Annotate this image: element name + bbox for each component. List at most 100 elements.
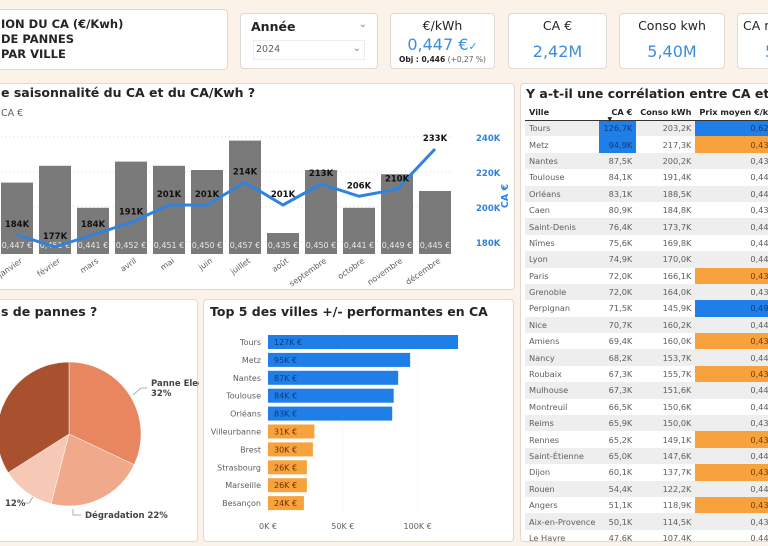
cell-ca: 74,9K <box>599 251 637 268</box>
bar-data-label: 0,445 € <box>420 241 451 250</box>
right-axis-tick: 240K <box>476 134 501 144</box>
x-axis-tick: 50K € <box>331 522 354 531</box>
cell-ville: Le Havre <box>529 532 566 542</box>
chevron-down-icon[interactable]: ⌄ <box>358 19 367 30</box>
cell-prix: 0,441 € <box>695 185 768 202</box>
cell-ville: Saint-Denis <box>525 218 600 235</box>
bar-data-label: 26K € <box>274 481 297 490</box>
y-axis-tick: Strasbourg <box>217 463 261 472</box>
cell-conso: 173,7K <box>636 218 696 235</box>
y-axis-tick: Orléans <box>230 409 261 419</box>
table-row[interactable]: Nîmes 75,6K 169,8K 0,445 € <box>525 235 768 251</box>
table-row[interactable]: Dijon 60,1K 137,7K0,436 € <box>525 464 768 481</box>
bar <box>343 207 375 254</box>
cell-ville: Nîmes <box>529 237 555 248</box>
cell-conso: 147,6K <box>636 447 696 465</box>
table-row[interactable]: Metz 94,9K 217,3K0,437 € <box>525 136 768 153</box>
bar-data-label: 0,450 € <box>306 241 337 250</box>
cell-prix: 0,490 € <box>695 300 768 317</box>
bar <box>268 442 313 457</box>
table-row[interactable]: Roubaix 67,3K 155,7K0,432 € <box>525 365 768 383</box>
kpi-card-ca-m: CA m 5 <box>737 13 768 69</box>
cell-ca: 66,5K <box>608 401 633 412</box>
bar-data-label: 0,441 € <box>78 241 109 250</box>
cell-ca: 67,3K <box>608 369 633 380</box>
cell-ca: 65,9K <box>599 415 637 432</box>
table-row[interactable]: Le Havre 47,6K 107,4K 0,443 € <box>525 530 768 542</box>
table-row[interactable]: Amiens 69,4K 160,0K0,434 € <box>525 333 768 350</box>
column-header-ca[interactable]: CA € ▼ <box>607 106 633 123</box>
cell-ville: Toulouse <box>529 172 565 183</box>
seasonality-chart: 240K 220K 200K 180K CA € 0,447 € janvier 0,451 … <box>0 134 511 289</box>
cell-prix: 0,442 € <box>750 401 768 412</box>
bar <box>268 352 411 367</box>
x-axis-tick: juillet <box>228 256 252 277</box>
cell-conso: 114,5K <box>636 513 696 530</box>
table-row[interactable]: Rennes 65,2K 149,1K0,437 € <box>525 431 768 448</box>
table-row[interactable]: Caen 80,9K 184,8K 0,438 € <box>525 202 768 218</box>
bar <box>268 388 394 403</box>
bar-data-label: 0,441 € <box>344 241 375 250</box>
cell-prix: 0,434 € <box>695 267 768 284</box>
kpi-value: 0,447 €✓ <box>407 35 478 54</box>
kpi-card-ca: CA € 2,42M <box>508 13 607 69</box>
table-row[interactable]: Montreuil 66,5K 150,6K 0,442 € <box>525 399 768 415</box>
cell-ville: Amiens <box>529 336 560 347</box>
cell-ca: 75,6K <box>608 237 633 248</box>
cell-ca: 84,1K <box>608 172 633 183</box>
y-axis-tick: Marseille <box>225 481 261 490</box>
cell-ca: 72,0K <box>599 283 637 301</box>
right-axis-tick: 180K <box>476 239 501 249</box>
cell-ville: Dijon <box>529 467 551 478</box>
line-data-label: 201K <box>195 190 220 200</box>
cell-prix: 0,438 € <box>695 513 768 530</box>
table-row[interactable]: Angers 51,1K 118,9K0,430 € <box>525 496 768 514</box>
sort-desc-icon: ▼ <box>607 116 613 123</box>
pie-slice <box>0 361 70 473</box>
cell-conso: 170,0K <box>636 251 696 268</box>
cell-conso: 150,0K <box>636 415 696 432</box>
year-slicer: Année ⌄ 2024 ⌄ <box>240 13 378 69</box>
line-data-label: 201K <box>271 190 296 200</box>
cell-prix: 0,445 € <box>750 237 768 248</box>
column-header-prix[interactable]: Prix moyen €/kwh <box>699 106 768 117</box>
pie-label: Dégradation 22% <box>85 510 168 521</box>
right-axis-tick: 200K <box>476 204 501 214</box>
table-row[interactable]: Toulouse 84,1K 191,4K 0,440 € <box>525 169 768 185</box>
cell-prix: 0,440 € <box>695 447 768 465</box>
cell-conso: 217,3K <box>662 139 692 150</box>
seasonality-chart-panel: e saisonnalité du CA et du CA/Kwh ? CA €… <box>0 83 515 290</box>
x-axis-tick: août <box>270 256 290 274</box>
x-axis-tick: mai <box>159 256 176 272</box>
line-data-label: 184K <box>81 220 106 230</box>
column-header-conso[interactable]: Conso kWh <box>640 106 692 117</box>
bar-data-label: 83K € <box>274 410 297 419</box>
bar-data-label: 0,435 € <box>268 241 299 250</box>
kpi-target: Obj : 0,446 (+0,27 %) <box>398 55 486 64</box>
y-axis-tick: Metz <box>242 356 261 365</box>
table-row[interactable]: Perpignan 71,5K 145,9K0,490 € <box>525 300 768 317</box>
chevron-down-icon: ⌄ <box>352 43 361 54</box>
table-row[interactable]: Paris 72,0K 166,1K0,434 € <box>525 267 768 284</box>
cell-prix: 0,437 € <box>695 152 768 170</box>
leader-line <box>23 496 34 504</box>
column-header-ville[interactable]: Ville <box>529 106 550 117</box>
year-dropdown[interactable]: 2024 ⌄ <box>253 40 365 60</box>
line-data-label: 206K <box>347 181 372 191</box>
report-title-line: DE PANNES <box>1 32 75 46</box>
line-data-label: 214K <box>233 167 258 177</box>
bar-data-label: 0,449 € <box>382 241 413 250</box>
